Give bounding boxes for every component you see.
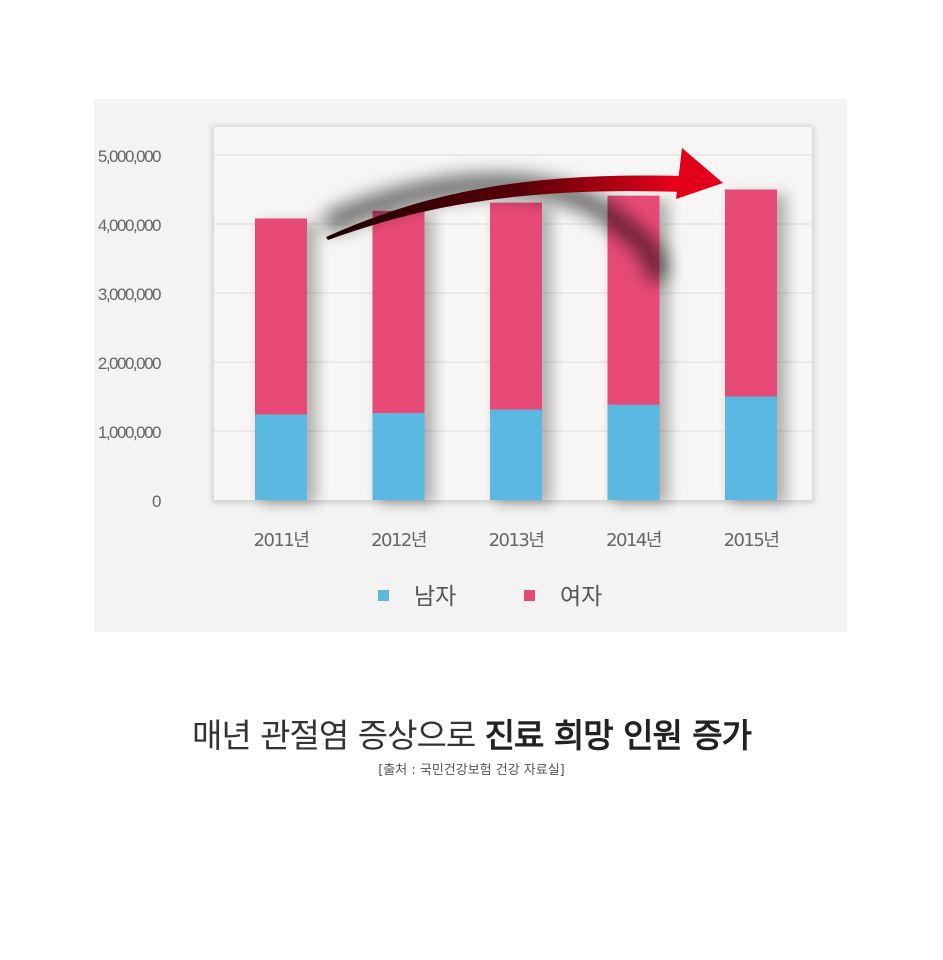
- x-tick-label: 2013년: [489, 530, 544, 551]
- legend-label: 남자: [414, 584, 456, 610]
- x-tick-label: 2015년: [724, 530, 779, 551]
- source-note: [출처 : 국민건강보험 건강 자료실]: [378, 763, 565, 778]
- y-tick-label: 3,000,000: [98, 285, 161, 304]
- caption-normal: 매년 관절염 증상으로: [191, 716, 485, 755]
- x-tick-label: 2011년: [254, 530, 309, 551]
- y-tick-label: 2,000,000: [98, 354, 161, 373]
- legend-swatch: [378, 590, 389, 601]
- y-tick-label: 1,000,000: [98, 423, 161, 442]
- bar-여자: [255, 218, 307, 415]
- chart-panel: 0 1,000,000 2,000,000 3,000,000 4,000,000 5,0…: [94, 99, 847, 632]
- bar-남자: [372, 413, 425, 500]
- bar-남자: [255, 414, 307, 500]
- trend-arrow-shadow: [323, 173, 668, 282]
- bar-여자: [490, 202, 542, 410]
- y-tick-label: 0: [152, 492, 161, 511]
- chart-caption: 매년 관절염 증상으로 진료 희망 인원 증가: [0, 716, 943, 756]
- stacked-bar-chart: 0 1,000,000 2,000,000 3,000,000 4,000,000 5,0…: [98, 126, 814, 610]
- bar-남자: [490, 409, 542, 500]
- x-tick-label: 2014년: [606, 530, 661, 551]
- bar-여자: [725, 189, 777, 397]
- trend-arrow-shaft: [326, 175, 684, 240]
- legend-swatch: [524, 590, 535, 601]
- caption-bold: 진료 희망 인원 증가: [484, 716, 752, 755]
- bar-여자: [372, 210, 425, 414]
- y-tick-label: 5,000,000: [98, 147, 161, 166]
- trend-arrow-head: [676, 148, 723, 199]
- y-tick-label: 4,000,000: [98, 216, 161, 235]
- x-tick-label: 2012년: [371, 530, 426, 551]
- bar-남자: [607, 404, 660, 500]
- bar-남자: [725, 396, 777, 500]
- legend-label: 여자: [560, 584, 602, 610]
